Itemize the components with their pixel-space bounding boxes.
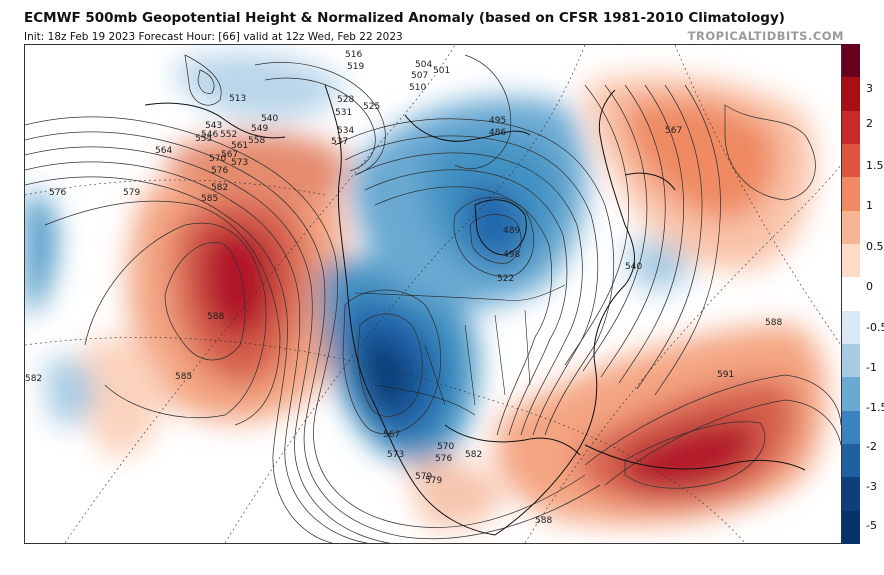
- contour-label: 582: [211, 183, 228, 193]
- political-borders: [354, 284, 566, 416]
- contour-label: 537: [331, 137, 348, 147]
- colorbar-tick-label: 2: [866, 117, 873, 130]
- lat-lon-gridlines: [25, 45, 841, 543]
- contour-label: 507: [411, 71, 428, 81]
- contour-label: 519: [347, 62, 364, 72]
- colorbar-segment: [842, 377, 860, 412]
- contour-label: 573: [231, 158, 248, 168]
- colorbar-tick-label: 1: [866, 199, 873, 212]
- contour-label-group: 516 519 504 507 510 501 513 528 531 525 …: [25, 50, 782, 526]
- contour-label: 573: [387, 450, 404, 460]
- contour-label: 510: [409, 83, 426, 93]
- colorbar-segment: [842, 144, 860, 178]
- colorbar-tick-label: -5: [866, 519, 877, 532]
- colorbar-segment: [842, 444, 860, 478]
- contour-label: 576: [211, 166, 228, 176]
- colorbar-tick-label: 0.5: [866, 240, 884, 253]
- contour-label: 516: [345, 50, 362, 60]
- colorbar-segment: [842, 44, 860, 78]
- contour-label: 525: [363, 102, 380, 112]
- map-canvas: 516 519 504 507 510 501 513 528 531 525 …: [25, 45, 841, 543]
- contour-label: 570: [209, 154, 226, 164]
- credit-watermark: TROPICALTIDBITS.COM: [687, 29, 844, 43]
- contour-label: 540: [625, 262, 642, 272]
- contour-label: 486: [489, 128, 506, 138]
- contour-label: 561: [231, 141, 248, 151]
- contour-label: 579: [415, 472, 432, 482]
- contour-label: 588: [535, 516, 552, 526]
- colorbar-segment: [842, 410, 860, 445]
- contour-label: 498: [503, 250, 520, 260]
- colorbar-segment: [842, 244, 860, 278]
- colorbar-segment: [842, 344, 860, 378]
- colorbar-segment: [842, 110, 860, 145]
- contour-label: 576: [49, 188, 66, 198]
- colorbar-tick-label: -1: [866, 361, 877, 374]
- colorbar-segment: [842, 510, 860, 545]
- contour-label: 582: [465, 450, 482, 460]
- colorbar-segment: [842, 210, 860, 245]
- colorbar-tick-label: -0.5: [866, 321, 884, 334]
- contour-label: 531: [335, 108, 352, 118]
- contour-label: 552: [220, 130, 237, 140]
- colorbar-tick-label: -1.5: [866, 401, 884, 414]
- contour-label: 576: [435, 454, 452, 464]
- height-anomaly-map: 516 519 504 507 510 501 513 528 531 525 …: [24, 44, 842, 544]
- colorbar-segment: [842, 310, 860, 345]
- contour-label: 567: [221, 150, 238, 160]
- anomaly-shading: [25, 53, 827, 529]
- contour-label: 567: [383, 430, 400, 440]
- contour-label: 522: [497, 274, 514, 284]
- contour-label: 555: [195, 134, 212, 144]
- contour-label: 588: [207, 312, 224, 322]
- contour-label: 588: [765, 318, 782, 328]
- contour-label: 504: [415, 60, 432, 70]
- colorbar: [842, 44, 860, 545]
- colorbar-tick-label: 3: [866, 82, 873, 95]
- colorbar-segment: [842, 477, 860, 512]
- map-title: ECMWF 500mb Geopotential Height & Normal…: [24, 10, 785, 26]
- contour-label: 558: [248, 136, 265, 146]
- contour-label: 582: [25, 374, 42, 384]
- contour-label: 585: [175, 372, 192, 382]
- colorbar-segment: [842, 177, 860, 212]
- contour-label: 579: [425, 476, 442, 486]
- contour-label: 513: [229, 94, 246, 104]
- contour-label: 567: [665, 126, 682, 136]
- contour-label: 528: [337, 95, 354, 105]
- contour-label: 543: [205, 121, 222, 131]
- colorbar-segment: [842, 277, 860, 312]
- colorbar-tick-label: 1.5: [866, 159, 884, 172]
- coastlines: [144, 84, 806, 536]
- map-subtitle: Init: 18z Feb 19 2023 Forecast Hour: [66…: [24, 31, 403, 43]
- contour-label: 546: [201, 130, 218, 140]
- contour-label: 579: [123, 188, 140, 198]
- contour-label: 564: [155, 146, 172, 156]
- contour-label: 570: [437, 442, 454, 452]
- colorbar-tick-label: -3: [866, 480, 877, 493]
- contour-label: 534: [337, 126, 354, 136]
- colorbar-tick-label: 0: [866, 280, 873, 293]
- contour-label: 495: [489, 116, 506, 126]
- contour-label: 591: [717, 370, 734, 380]
- contour-label: 549: [251, 124, 268, 134]
- contour-label: 540: [261, 114, 278, 124]
- colorbar-segment: [842, 77, 860, 112]
- contour-label: 585: [201, 194, 218, 204]
- contour-label: 501: [433, 66, 450, 76]
- colorbar-tick-label: -2: [866, 440, 877, 453]
- contour-label: 489: [503, 226, 520, 236]
